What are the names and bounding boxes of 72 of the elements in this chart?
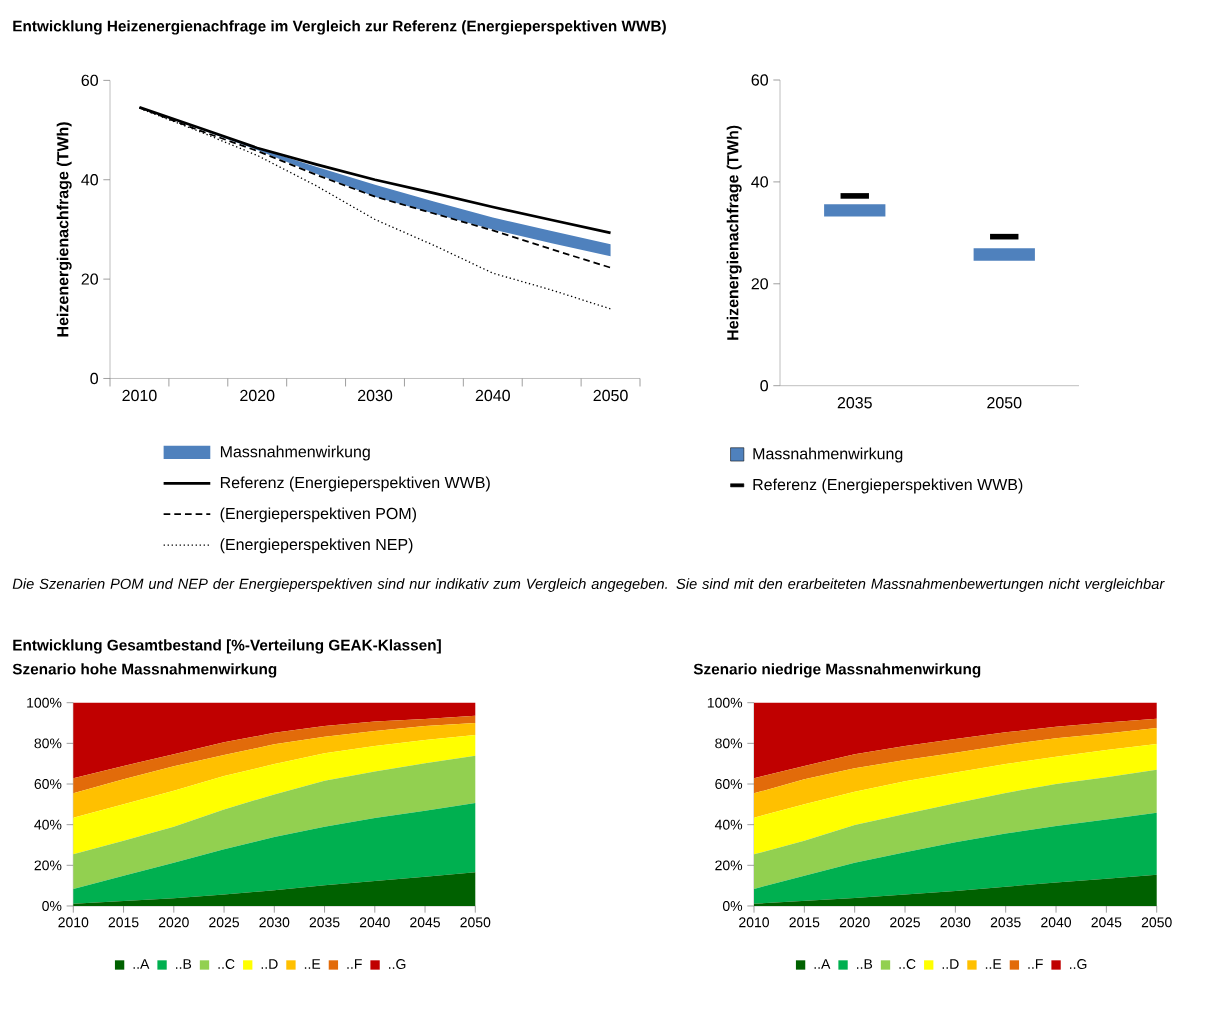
legend-label: ..A bbox=[814, 959, 831, 969]
y-tick-label: 0% bbox=[42, 901, 62, 911]
x-tick-label: 2050 bbox=[460, 917, 491, 928]
legend-label: ..E bbox=[985, 959, 1002, 969]
legend-label: ..F bbox=[347, 959, 362, 969]
x-tick-label: 2020 bbox=[240, 389, 275, 402]
x-tick-label: 2030 bbox=[259, 917, 290, 928]
chart-title: Szenario niedrige Massnahmenwirkung bbox=[693, 663, 981, 678]
x-tick-label: 2045 bbox=[410, 917, 441, 928]
y-tick-label: 60% bbox=[34, 779, 62, 789]
legend-label: (Energieperspektiven POM) bbox=[220, 507, 416, 523]
y-tick-label: 0% bbox=[722, 901, 743, 911]
y-tick-label: 60% bbox=[715, 779, 743, 789]
x-tick-label: 2010 bbox=[58, 917, 89, 928]
y-tick-label: 80% bbox=[34, 738, 62, 749]
y-tick-label: 40% bbox=[34, 819, 62, 830]
legend-label: ..B bbox=[175, 959, 192, 969]
x-tick-label: 2010 bbox=[122, 389, 157, 402]
x-tick-label: 2025 bbox=[209, 917, 240, 928]
legend-label: ..C bbox=[899, 959, 916, 970]
chart-title: Entwicklung Heizenergienachfrage im Vergleich zur Referenz (Energieperspektiven WWB) bbox=[13, 20, 666, 35]
y-tick-label: 60 bbox=[81, 74, 99, 87]
y-axis-title: Heizenergienachfrage (TWh) bbox=[726, 125, 742, 340]
x-tick-label: 2020 bbox=[158, 917, 189, 928]
y-tick-label: 20 bbox=[751, 278, 769, 290]
chart-title: Entwicklung Gesamtbestand [%-Verteilung GEAK-Klassen] bbox=[13, 639, 441, 654]
legend-label: ..D bbox=[942, 959, 959, 969]
x-tick-label: 2010 bbox=[739, 917, 770, 928]
y-tick-label: 20% bbox=[34, 860, 62, 871]
y-tick-label: 40 bbox=[751, 176, 769, 188]
y-tick-label: 40% bbox=[714, 819, 743, 830]
x-tick-label: 2020 bbox=[839, 917, 870, 928]
y-tick-label: 80% bbox=[715, 738, 743, 749]
legend-label: ..E bbox=[304, 959, 321, 969]
y-tick-label: 0 bbox=[760, 380, 769, 392]
x-tick-label: 2030 bbox=[358, 389, 393, 402]
text: Die Szenarien POM und NEP der Energieperspektiven sind nur indikativ zum Vergleich angegeben. Sie sind mit den erarbeiteten Massnahmenbewertungen nicht vergleichbar bbox=[12, 578, 1165, 592]
y-tick-label: 40 bbox=[81, 174, 99, 186]
x-tick-label: 2040 bbox=[475, 389, 510, 402]
y-tick-label: 100% bbox=[707, 697, 743, 708]
x-tick-label: 2045 bbox=[1091, 917, 1122, 928]
legend-label: Referenz (Energieperspektiven WWB) bbox=[753, 478, 1023, 494]
x-tick-label: 2015 bbox=[108, 917, 139, 928]
x-tick-label: 2035 bbox=[837, 397, 872, 409]
x-tick-label: 2030 bbox=[940, 917, 971, 928]
y-axis-title: Heizenergienachfrage (TWh) bbox=[56, 122, 72, 337]
x-tick-label: 2025 bbox=[890, 917, 920, 928]
legend-label: (Energieperspektiven NEP) bbox=[220, 538, 413, 554]
legend-label: ..C bbox=[218, 959, 235, 970]
x-tick-label: 2035 bbox=[309, 917, 340, 928]
y-tick-label: 20 bbox=[81, 273, 99, 285]
x-tick-label: 2050 bbox=[593, 389, 628, 402]
x-tick-label: 2050 bbox=[987, 397, 1022, 409]
x-tick-label: 2050 bbox=[1141, 917, 1172, 928]
legend-label: ..A bbox=[133, 959, 150, 969]
legend-label: Referenz (Energieperspektiven WWB) bbox=[220, 476, 490, 492]
legend-label: ..G bbox=[1070, 959, 1087, 970]
x-tick-label: 2015 bbox=[789, 917, 820, 928]
y-tick-label: 0 bbox=[90, 372, 99, 385]
legend-label: ..F bbox=[1028, 959, 1043, 969]
chart-subtitle: Szenario hohe Massnahmenwirkung bbox=[12, 663, 277, 678]
x-tick-label: 2035 bbox=[990, 917, 1021, 928]
legend-label: ..D bbox=[261, 959, 278, 969]
legend-label: Massnahmenwirkung bbox=[753, 447, 903, 463]
x-tick-label: 2040 bbox=[359, 917, 390, 928]
legend-label: Massnahmenwirkung bbox=[220, 445, 370, 461]
y-tick-label: 100% bbox=[27, 697, 62, 708]
x-tick-label: 2040 bbox=[1041, 917, 1072, 928]
y-tick-label: 60 bbox=[751, 74, 769, 86]
y-tick-label: 20% bbox=[715, 860, 743, 871]
legend-label: ..G bbox=[389, 959, 406, 970]
legend-label: ..B bbox=[856, 959, 873, 969]
